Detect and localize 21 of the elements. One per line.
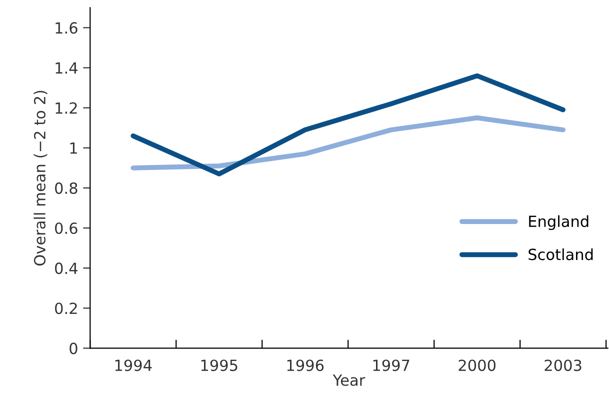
legend-label: England	[529, 215, 588, 230]
y-tick-label: 1	[70, 142, 77, 154]
x-tick-label: 1996	[287, 360, 324, 372]
x-tick-label: 2000	[458, 360, 496, 372]
x-tick-label: 1994	[115, 360, 152, 372]
y-tick-label: 0.2	[55, 302, 77, 314]
x-tick-label: 1995	[201, 360, 238, 372]
line-series	[130, 115, 566, 170]
x-axis-title: Year	[332, 374, 366, 386]
y-tick-label: 0.4	[55, 262, 78, 274]
line-series	[130, 73, 566, 176]
y-axis-title: Overall mean (−2 to 2)	[34, 90, 48, 266]
y-tick-label: 1.2	[56, 102, 77, 114]
x-tick-label: 1997	[373, 360, 410, 372]
y-tick-label: 0	[70, 342, 78, 354]
y-tick-label: 0.6	[55, 222, 78, 234]
y-tick-label: 1.6	[56, 22, 78, 34]
y-tick-label: 0.8	[55, 182, 78, 194]
x-tick-label: 2003	[544, 360, 582, 372]
y-tick-label: 1.4	[56, 62, 78, 74]
legend-label: Scotland	[528, 248, 593, 260]
